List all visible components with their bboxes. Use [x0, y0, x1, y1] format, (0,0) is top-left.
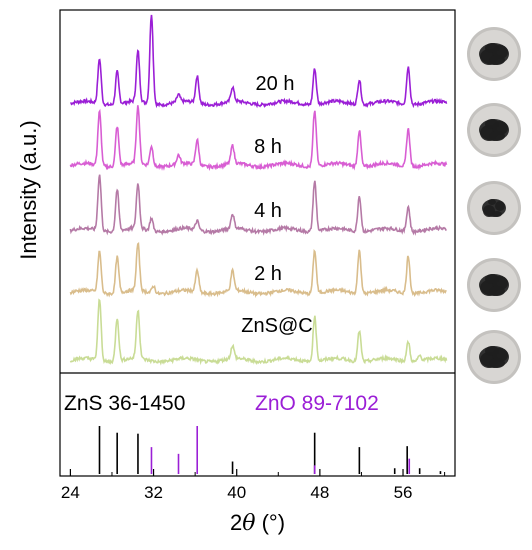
powder-4-3 — [485, 346, 499, 356]
series-label-4: ZnS@C — [241, 315, 312, 337]
series-label-1: 8 h — [254, 136, 282, 158]
powder-2-3 — [488, 199, 496, 205]
x-tick-label-1: 32 — [144, 483, 163, 502]
powder-3-4 — [489, 286, 505, 296]
x-tick-label-2: 40 — [227, 483, 246, 502]
powder-0-4 — [489, 55, 505, 65]
series-line-2 — [69, 174, 447, 236]
series-line-4 — [69, 298, 448, 366]
x-tick-label-4: 56 — [394, 483, 413, 502]
powder-0-3 — [485, 43, 499, 53]
powder-2-2 — [495, 201, 505, 211]
powder-4-4 — [489, 358, 505, 368]
x-axis-label: 2θ (°) — [230, 510, 285, 536]
sample-photos — [467, 27, 521, 384]
plot-frame — [59, 9, 456, 477]
sample-photo-4 — [467, 330, 521, 384]
series-label-0: 20 h — [256, 73, 295, 95]
sample-photo-2 — [467, 181, 521, 235]
sample-photo-3 — [467, 258, 521, 312]
powder-2-4 — [492, 211, 502, 217]
reference-label-0: ZnS 36-1450 — [64, 392, 185, 415]
sample-photo-0 — [467, 27, 521, 81]
x-tick-label-3: 48 — [310, 483, 329, 502]
series-label-2: 4 h — [254, 200, 282, 222]
powder-1-3 — [485, 119, 499, 129]
reference-label-1: ZnO 89-7102 — [255, 392, 379, 415]
powder-3-3 — [485, 274, 499, 284]
series-line-1 — [69, 105, 448, 172]
series-line-0 — [70, 14, 448, 109]
sample-photo-1 — [467, 103, 521, 157]
powder-1-4 — [489, 131, 505, 141]
plot-area: 20 h 8 h 4 h 2 h ZnS@C ZnS 36-1450 ZnO 89-7102… — [16, 9, 456, 536]
x-tick-label-0: 24 — [61, 483, 80, 502]
series-label-3: 2 h — [254, 263, 282, 285]
series-line-3 — [69, 241, 447, 299]
y-axis-label: Intensity (a.u.) — [16, 120, 41, 259]
